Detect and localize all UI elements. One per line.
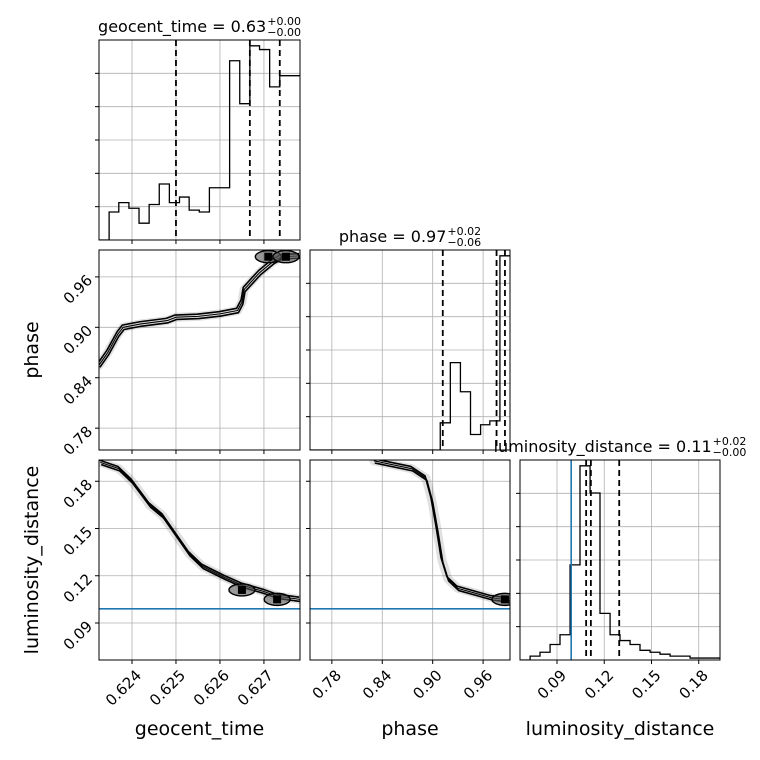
xtick-label-phase-1: 0.84: [359, 666, 395, 702]
panel-title-sub-luminosity_distance: −0.00: [713, 446, 747, 459]
density-core-luminosity_distance_vs_geocent_time-0: [237, 585, 246, 594]
panel-bg-phase-luminosity_distance: [310, 460, 510, 660]
panel-title-sub-phase: −0.06: [447, 236, 481, 249]
panel-marks-phase-luminosity_distance: [310, 460, 510, 610]
ytick-label-luminosity_distance-0: 0.09: [60, 617, 96, 653]
histogram-phase: [310, 255, 510, 450]
panel-marks-luminosity_distance-luminosity_distance: [520, 460, 720, 660]
contour-line-luminosity_distance_vs_geocent_time-1: [100, 463, 300, 603]
xlabel-geocent_time: geocent_time: [135, 718, 264, 740]
panel-title-text-luminosity_distance: luminosity_distance = 0.11: [494, 437, 712, 457]
ylabel-phase: phase: [21, 321, 43, 378]
contour-line-phase_vs_geocent_time-0: [99, 252, 300, 364]
ytick-label-luminosity_distance-1: 0.12: [60, 570, 96, 606]
ytick-label-phase-2: 0.90: [60, 322, 96, 358]
panel-title-geocent_time: geocent_time = 0.63 +0.00−0.00: [98, 15, 301, 39]
panel-marks-geocent_time-geocent_time: [99, 40, 300, 240]
xtick-label-luminosity_distance-1: 0.12: [581, 666, 617, 702]
panel-title-sup-phase: +0.02: [447, 225, 481, 238]
ytick-label-phase-3: 0.96: [60, 271, 96, 307]
xtick-label-phase-3: 0.96: [460, 666, 496, 702]
panel-title-text-phase: phase = 0.97: [339, 227, 446, 246]
density-core-phase_vs_geocent_time-1: [281, 252, 290, 261]
ytick-label-phase-0: 0.78: [60, 422, 96, 458]
panel-bg-geocent_time-phase: [99, 250, 300, 450]
panel-title-phase: phase = 0.97 +0.02−0.06: [339, 225, 481, 249]
xtick-label-luminosity_distance-3: 0.18: [675, 666, 711, 702]
xtick-label-geocent_time-2: 0.626: [190, 666, 233, 709]
xlabel-luminosity_distance: luminosity_distance: [526, 718, 715, 740]
panel-title-sup-geocent_time: +0.00: [267, 15, 301, 28]
panel-frame-geocent_time-phase: [98, 249, 301, 451]
panel-frame-geocent_time-luminosity_distance: [98, 459, 301, 661]
ytick-label-luminosity_distance-2: 0.15: [60, 523, 96, 559]
panel-bg-geocent_time-luminosity_distance: [99, 460, 300, 660]
xtick-label-geocent_time-3: 0.627: [234, 666, 277, 709]
xtick-label-phase-2: 0.90: [409, 666, 445, 702]
panel-title-text-geocent_time: geocent_time = 0.63: [98, 17, 266, 37]
xtick-label-phase-0: 0.78: [309, 666, 345, 702]
panel-frame-phase-luminosity_distance: [309, 459, 511, 661]
ytick-label-phase-1: 0.84: [60, 372, 96, 408]
density-core-phase_vs_geocent_time-0: [264, 252, 273, 261]
xtick-label-luminosity_distance-0: 0.09: [534, 666, 570, 702]
panel-title-sup-luminosity_distance: +0.02: [713, 435, 747, 448]
xtick-label-geocent_time-0: 0.624: [102, 666, 145, 709]
contour-line-phase_vs_geocent_time-2: [99, 255, 300, 366]
xlabel-phase: phase: [381, 718, 438, 740]
panel-marks-phase-phase: [310, 250, 510, 450]
xtick-label-luminosity_distance-2: 0.15: [628, 666, 664, 702]
ytick-label-luminosity_distance-3: 0.18: [60, 476, 96, 512]
panel-marks-geocent_time-luminosity_distance: [99, 460, 300, 610]
contour-line-phase_vs_geocent_time-1: [99, 257, 300, 368]
panel-marks-geocent_time-phase: [99, 250, 300, 370]
xtick-label-geocent_time-1: 0.625: [146, 666, 189, 709]
histogram-luminosity_distance: [520, 465, 720, 660]
panel-title-sub-geocent_time: −0.00: [267, 26, 301, 39]
density-core-luminosity_distance_vs_geocent_time-1: [273, 595, 282, 604]
histogram-geocent_time: [99, 45, 300, 240]
contour-line-luminosity_distance_vs_geocent_time-2: [100, 461, 300, 600]
ylabel-luminosity_distance: luminosity_distance: [21, 466, 43, 655]
density-core-luminosity_distance_vs_phase-0: [500, 595, 509, 604]
panel-title-luminosity_distance: luminosity_distance = 0.11 +0.02−0.00: [494, 435, 747, 459]
